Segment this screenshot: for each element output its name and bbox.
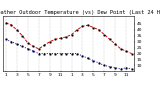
- Title: Milwaukee Weather Outdoor Temperature (vs) Dew Point (Last 24 Hours): Milwaukee Weather Outdoor Temperature (v…: [0, 10, 160, 15]
